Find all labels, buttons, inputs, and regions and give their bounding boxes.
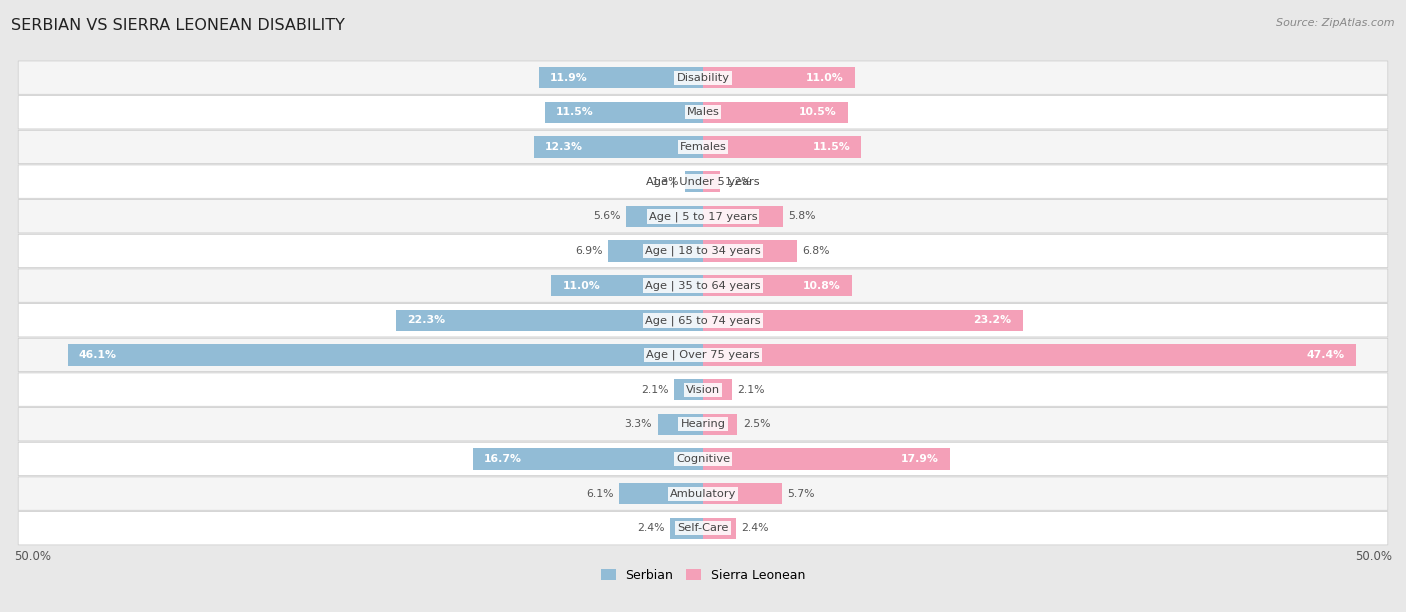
Text: Age | 18 to 34 years: Age | 18 to 34 years	[645, 245, 761, 256]
Text: 1.3%: 1.3%	[652, 177, 679, 187]
Text: 2.5%: 2.5%	[742, 419, 770, 429]
Bar	[703, 483, 782, 504]
Text: 2.4%: 2.4%	[637, 523, 665, 533]
Text: 12.3%: 12.3%	[544, 142, 582, 152]
FancyBboxPatch shape	[18, 165, 1388, 198]
Text: Age | 5 to 17 years: Age | 5 to 17 years	[648, 211, 758, 222]
FancyBboxPatch shape	[18, 304, 1388, 337]
Text: 17.9%: 17.9%	[901, 454, 939, 464]
Text: SERBIAN VS SIERRA LEONEAN DISABILITY: SERBIAN VS SIERRA LEONEAN DISABILITY	[11, 18, 344, 34]
FancyBboxPatch shape	[18, 477, 1388, 510]
Bar	[703, 206, 783, 227]
Text: 50.0%: 50.0%	[1355, 550, 1392, 563]
Text: 5.6%: 5.6%	[593, 211, 620, 222]
Bar	[658, 414, 703, 435]
Bar	[685, 171, 703, 192]
Text: 2.1%: 2.1%	[738, 384, 765, 395]
Text: 50.0%: 50.0%	[14, 550, 51, 563]
Bar	[703, 240, 797, 262]
Text: 5.7%: 5.7%	[787, 488, 814, 499]
Text: Cognitive: Cognitive	[676, 454, 730, 464]
FancyBboxPatch shape	[18, 442, 1388, 476]
FancyBboxPatch shape	[18, 338, 1388, 371]
Text: Age | 65 to 74 years: Age | 65 to 74 years	[645, 315, 761, 326]
Bar	[67, 344, 703, 366]
Bar	[472, 448, 703, 469]
Text: Vision: Vision	[686, 384, 720, 395]
Text: 6.1%: 6.1%	[586, 488, 613, 499]
Text: 11.0%: 11.0%	[806, 73, 844, 83]
Bar	[703, 136, 862, 158]
Text: 2.4%: 2.4%	[741, 523, 769, 533]
Bar	[703, 275, 852, 296]
Text: 1.2%: 1.2%	[725, 177, 752, 187]
Bar	[703, 448, 949, 469]
Text: 47.4%: 47.4%	[1308, 350, 1346, 360]
Bar	[538, 67, 703, 88]
Bar	[673, 379, 703, 400]
Bar	[703, 414, 738, 435]
Text: 10.8%: 10.8%	[803, 281, 841, 291]
Bar	[395, 310, 703, 331]
Bar	[626, 206, 703, 227]
Bar	[703, 102, 848, 123]
Text: 22.3%: 22.3%	[406, 315, 444, 325]
Text: Hearing: Hearing	[681, 419, 725, 429]
Bar	[619, 483, 703, 504]
Bar	[703, 310, 1022, 331]
Text: Source: ZipAtlas.com: Source: ZipAtlas.com	[1277, 18, 1395, 28]
Text: Males: Males	[686, 107, 720, 118]
FancyBboxPatch shape	[18, 269, 1388, 302]
FancyBboxPatch shape	[18, 234, 1388, 267]
Text: 11.5%: 11.5%	[813, 142, 851, 152]
Bar	[533, 136, 703, 158]
FancyBboxPatch shape	[18, 200, 1388, 233]
Text: 10.5%: 10.5%	[799, 107, 837, 118]
Bar	[551, 275, 703, 296]
Bar	[544, 102, 703, 123]
Text: 5.8%: 5.8%	[789, 211, 815, 222]
Text: Ambulatory: Ambulatory	[669, 488, 737, 499]
Text: 46.1%: 46.1%	[79, 350, 117, 360]
Text: Disability: Disability	[676, 73, 730, 83]
Text: 11.0%: 11.0%	[562, 281, 600, 291]
Bar	[607, 240, 703, 262]
FancyBboxPatch shape	[18, 95, 1388, 129]
Bar	[703, 67, 855, 88]
Text: 23.2%: 23.2%	[973, 315, 1012, 325]
Bar	[703, 379, 733, 400]
FancyBboxPatch shape	[18, 61, 1388, 94]
Text: 16.7%: 16.7%	[484, 454, 522, 464]
Text: 11.9%: 11.9%	[550, 73, 588, 83]
Text: 3.3%: 3.3%	[624, 419, 652, 429]
Text: 2.1%: 2.1%	[641, 384, 669, 395]
Bar	[703, 518, 737, 539]
Bar	[703, 344, 1357, 366]
Legend: Serbian, Sierra Leonean: Serbian, Sierra Leonean	[596, 564, 810, 587]
Text: 6.9%: 6.9%	[575, 246, 602, 256]
FancyBboxPatch shape	[18, 130, 1388, 163]
FancyBboxPatch shape	[18, 373, 1388, 406]
Text: 11.5%: 11.5%	[555, 107, 593, 118]
FancyBboxPatch shape	[18, 512, 1388, 545]
Text: Age | Under 5 years: Age | Under 5 years	[647, 176, 759, 187]
Text: Age | Over 75 years: Age | Over 75 years	[647, 349, 759, 360]
Text: 6.8%: 6.8%	[803, 246, 830, 256]
Text: Age | 35 to 64 years: Age | 35 to 64 years	[645, 280, 761, 291]
Text: Females: Females	[679, 142, 727, 152]
FancyBboxPatch shape	[18, 408, 1388, 441]
Text: Self-Care: Self-Care	[678, 523, 728, 533]
Bar	[669, 518, 703, 539]
Bar	[703, 171, 720, 192]
